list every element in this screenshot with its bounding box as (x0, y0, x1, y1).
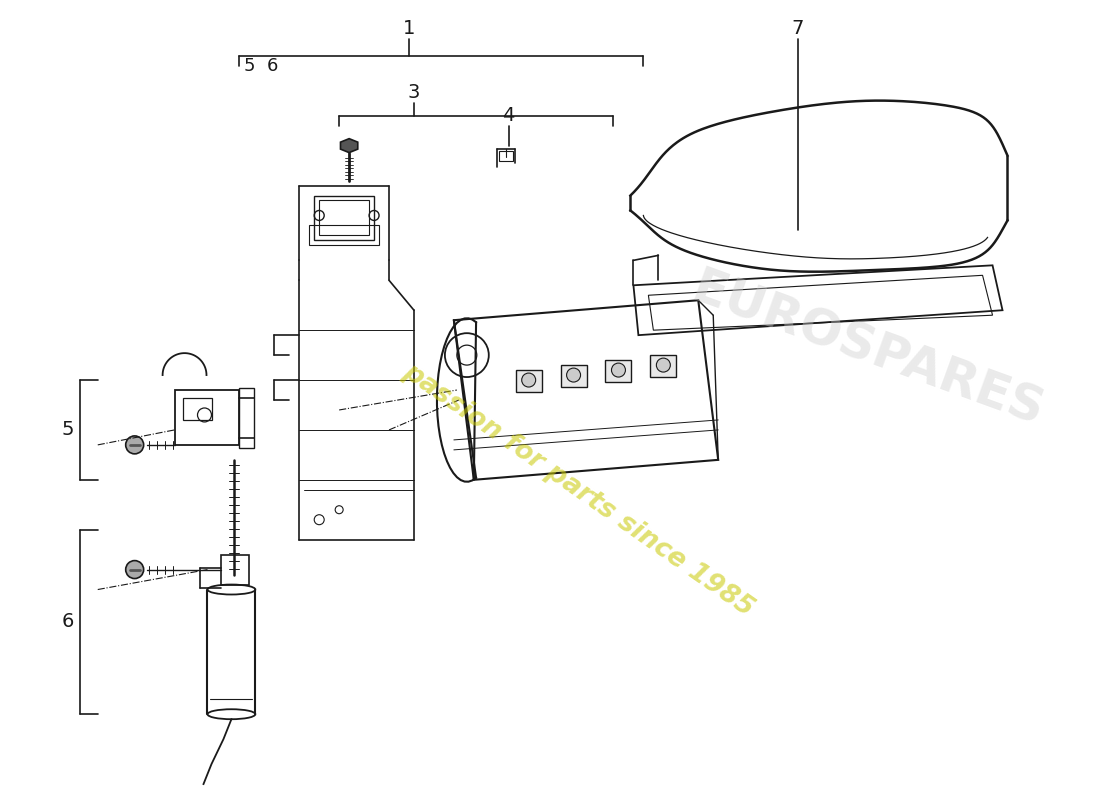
Text: 7: 7 (792, 19, 804, 38)
Bar (561, 365, 586, 387)
Bar (319, 201, 370, 235)
Bar (221, 554, 250, 585)
Text: 5: 5 (62, 421, 74, 439)
Bar (309, 226, 379, 246)
Text: EUROSPARES: EUROSPARES (685, 264, 1050, 436)
Circle shape (657, 358, 670, 372)
Bar (315, 195, 374, 240)
Bar (183, 398, 212, 420)
Polygon shape (341, 138, 358, 153)
Bar (498, 150, 513, 161)
Text: 4: 4 (503, 106, 515, 126)
Text: 6: 6 (62, 612, 74, 631)
Circle shape (612, 363, 626, 377)
Bar (650, 355, 676, 377)
Bar (240, 388, 254, 448)
Circle shape (566, 368, 581, 382)
Text: passion for parts since 1985: passion for parts since 1985 (398, 358, 759, 622)
Text: 3: 3 (408, 83, 420, 102)
Circle shape (125, 436, 144, 454)
Circle shape (521, 373, 536, 387)
Bar (605, 360, 631, 382)
Text: 1: 1 (403, 19, 415, 38)
Circle shape (125, 561, 144, 578)
Bar (516, 370, 541, 392)
Text: 5  6: 5 6 (244, 57, 278, 75)
Bar (175, 390, 240, 445)
